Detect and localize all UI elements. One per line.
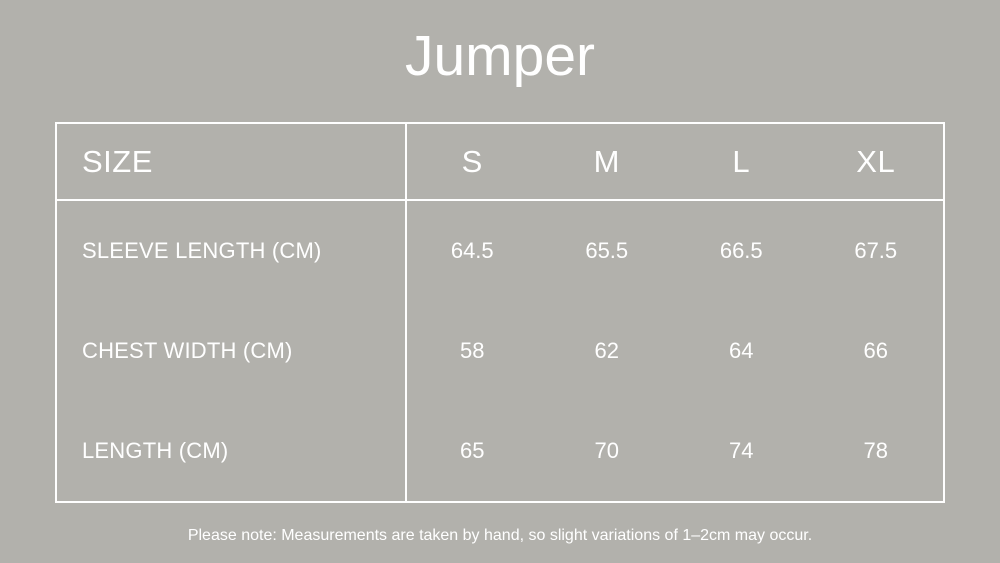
size-chart-table: SIZE S M L XL SLEEVE LENGTH (CM) 64.5 65… bbox=[55, 122, 945, 503]
column-header-l: L bbox=[732, 143, 751, 179]
size-header-group: S M L XL bbox=[405, 144, 943, 180]
cell-chest-width-l: 64 bbox=[729, 338, 754, 363]
cell-sleeve-length-l: 66.5 bbox=[719, 238, 763, 263]
cell-length-l: 74 bbox=[729, 438, 754, 463]
table-vertical-divider bbox=[405, 124, 407, 501]
row-values-chest-width: 58 62 64 66 bbox=[405, 338, 943, 364]
row-label-chest-width: CHEST WIDTH (CM) bbox=[82, 338, 293, 363]
measurement-note: Please note: Measurements are taken by h… bbox=[187, 527, 813, 544]
cell-length-s: 65 bbox=[460, 438, 485, 463]
page-title: Jumper bbox=[404, 24, 596, 88]
cell-length-m: 70 bbox=[594, 438, 619, 463]
cell-chest-width-s: 58 bbox=[460, 338, 485, 363]
table-row: CHEST WIDTH (CM) 58 62 64 66 bbox=[57, 301, 943, 401]
cell-sleeve-length-xl: 67.5 bbox=[854, 238, 898, 263]
table-row: SLEEVE LENGTH (CM) 64.5 65.5 66.5 67.5 bbox=[57, 201, 943, 301]
table-row: LENGTH (CM) 65 70 74 78 bbox=[57, 401, 943, 501]
row-values-sleeve-length: 64.5 65.5 66.5 67.5 bbox=[405, 238, 943, 264]
cell-chest-width-m: 62 bbox=[594, 338, 619, 363]
row-values-length: 65 70 74 78 bbox=[405, 438, 943, 464]
cell-sleeve-length-s: 64.5 bbox=[450, 238, 494, 263]
column-header-m: M bbox=[593, 143, 620, 179]
row-label-sleeve-length: SLEEVE LENGTH (CM) bbox=[82, 238, 322, 263]
cell-sleeve-length-m: 65.5 bbox=[585, 238, 629, 263]
cell-length-xl: 78 bbox=[863, 438, 888, 463]
column-header-s: S bbox=[461, 143, 483, 179]
column-header-size: SIZE bbox=[82, 143, 153, 179]
table-body: SLEEVE LENGTH (CM) 64.5 65.5 66.5 67.5 C… bbox=[57, 201, 943, 501]
cell-chest-width-xl: 66 bbox=[863, 338, 888, 363]
row-label-length: LENGTH (CM) bbox=[82, 438, 229, 463]
table-header-row: SIZE S M L XL bbox=[57, 124, 943, 201]
column-header-xl: XL bbox=[856, 143, 896, 179]
